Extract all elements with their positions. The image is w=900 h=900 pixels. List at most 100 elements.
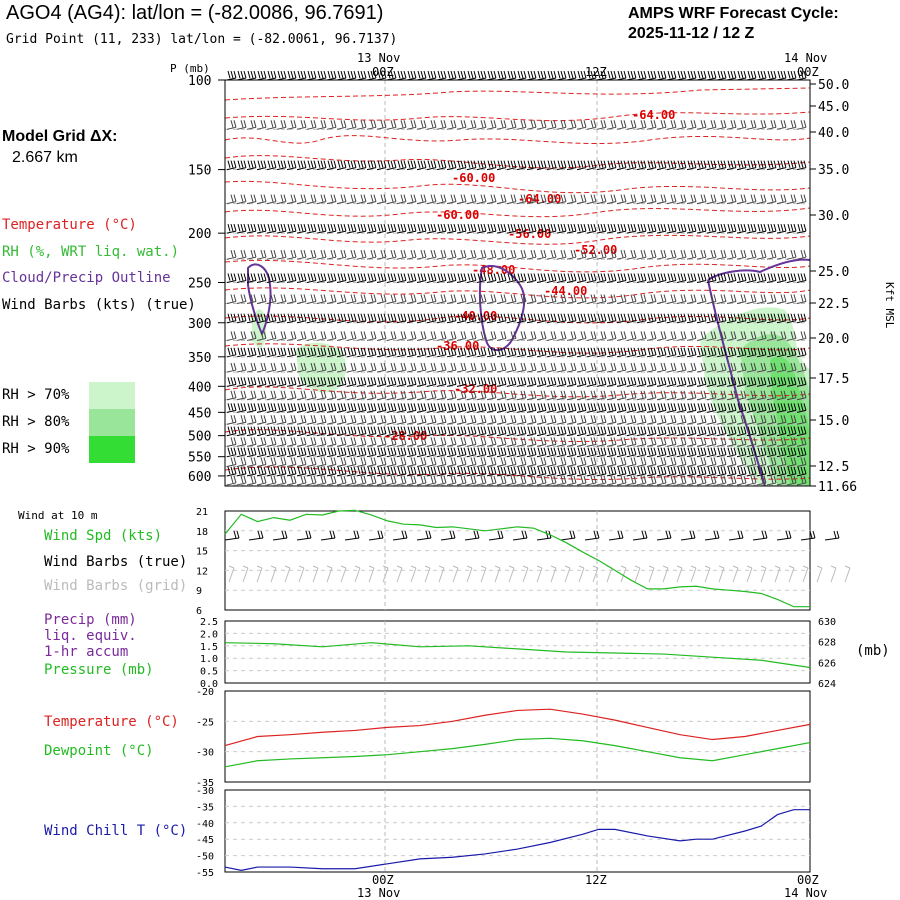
wind-barb [446,194,457,205]
wind-barb [636,224,647,234]
wind-barb [276,447,287,458]
wind-barb [486,224,497,234]
wind-barb [786,160,797,171]
wind-barb [766,331,777,341]
wind-barb [746,415,757,425]
wind-barb [246,250,257,260]
wind-barb [636,362,647,373]
wind-barb [346,415,357,425]
wind-barb [486,160,497,171]
wind-barb [736,415,747,425]
wind-barb [656,120,667,130]
wind-barb [536,475,547,486]
wind-barb [786,70,797,81]
wind-barb [606,475,617,486]
wind-barb [346,377,357,387]
wind-barb [526,347,537,358]
wind-barb [366,313,377,324]
wind-barb [426,390,437,401]
wind-barb [466,447,477,458]
wind-barb [246,160,257,171]
wind-barb [396,466,407,477]
wind-barb [336,273,347,283]
wind-barb [466,160,477,171]
wind-barb [406,160,417,171]
wind-barb [656,426,667,437]
wind-barb [246,403,257,413]
wind-barb [726,160,737,171]
wind-barb [376,447,387,458]
grid-point-label: Grid Point (11, 233) lat/lon = (-82.0061… [6,32,398,47]
wind-barb [426,160,437,171]
wind-barb [426,466,437,477]
wind-barb [426,457,437,468]
grid-wind-barb [662,565,669,583]
pressure-tick: 300 [188,317,211,332]
grid-wind-barb [508,565,515,583]
wind-barb [316,390,327,401]
wind-barb [256,70,267,81]
wind-barb [566,120,577,130]
wind-barb [546,390,557,401]
grid-wind-barb [760,565,767,583]
wind-barb [556,475,567,486]
wind-barb [766,437,777,447]
wind-barb [376,415,387,425]
wind-barb [576,273,587,283]
pressure-tick: 250 [188,276,211,291]
wind-barb [526,415,537,425]
wind-barb [506,466,517,477]
wind-barb [746,313,757,324]
wind-barb [766,194,777,205]
wind-barb [396,331,407,341]
wind-barb [336,160,347,171]
wind-barb [666,403,677,413]
wind-barb [246,70,257,81]
wind-barb [726,447,737,458]
wind-barb [706,294,717,305]
wind-barb [346,224,357,234]
wind-barb [276,475,287,486]
wind-barb [616,313,627,324]
wind-barb [266,466,277,477]
wind-barb [696,224,707,234]
wind-barb [646,70,657,81]
wind-barb [516,475,527,486]
wind-barb [726,331,737,341]
wind-barb [756,466,767,477]
wind-barb [456,362,467,373]
wind-barb [686,377,697,387]
wind-barb [566,70,577,81]
wind-barb [776,120,787,130]
wind-barb [626,160,637,171]
wind-barb [546,403,557,413]
wind-barb [276,331,287,341]
wind-barb [696,347,707,358]
wind-barb [296,120,307,130]
wind-barb [356,403,367,413]
wind-barb [416,160,427,171]
wind-barb [526,273,537,283]
wind-barb [386,224,397,234]
wind-barb [686,313,697,324]
wind-barb [456,475,467,486]
wind-barb [406,403,417,413]
wind-barb [496,437,507,447]
wind-barb [356,70,367,81]
wind-barb [286,403,297,413]
wind-barb [436,120,447,130]
wind-barb [456,447,467,458]
wind-barb [586,331,597,341]
wind-barb [786,377,797,387]
wind-barb [306,362,317,373]
wind-barb [226,347,237,358]
wind-barb [326,362,337,373]
wind-barb [486,457,497,468]
wind-barb [226,160,237,171]
grid-wind-barb [242,565,249,583]
wind-barb [776,273,787,283]
pressure-tick: 100 [188,74,211,89]
wind-barb [526,362,537,373]
wind-barb [356,426,367,437]
wind-barb [666,426,677,437]
